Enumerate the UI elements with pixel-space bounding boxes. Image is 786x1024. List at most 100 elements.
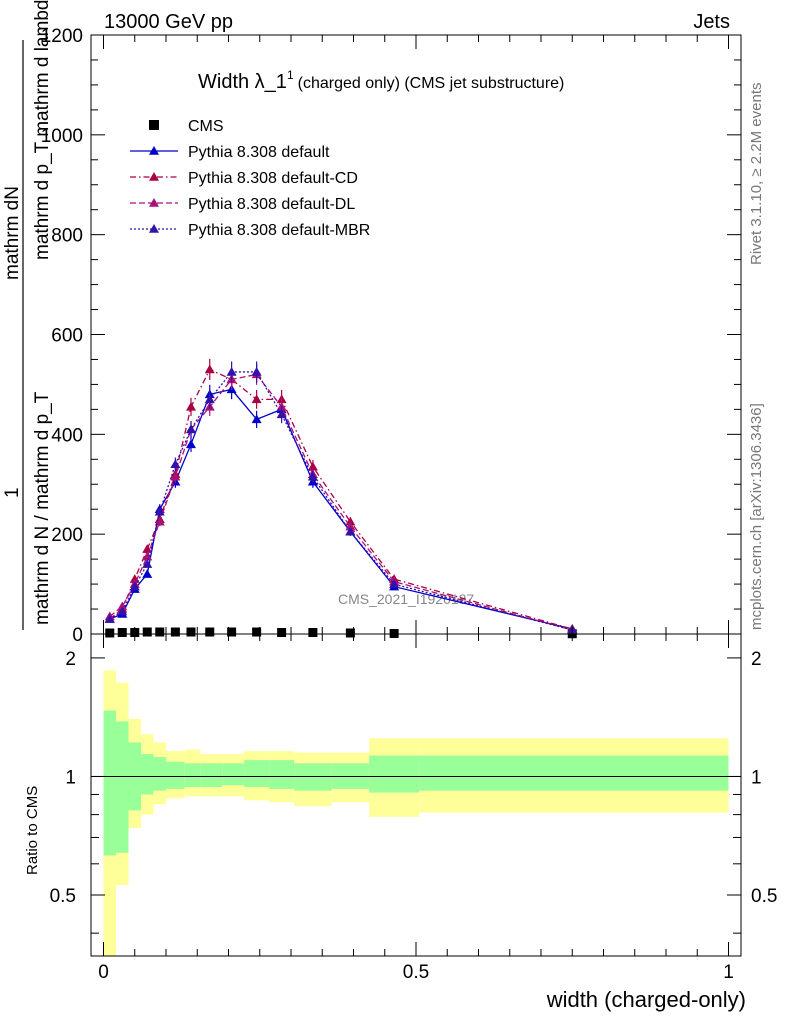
legend-entry: Pythia 8.308 default-DL	[130, 196, 355, 213]
legend-label: Pythia 8.308 default-CD	[188, 170, 358, 187]
energy-label: 13000 GeV pp	[104, 11, 233, 33]
process-label: Jets	[693, 11, 730, 33]
ratio-bands	[91, 670, 741, 956]
title-sup: 1	[287, 68, 294, 82]
series-point	[276, 409, 287, 419]
ylabel-top2: mathrm d p_T mathrm d lambda	[32, 0, 53, 260]
cms-point	[142, 627, 152, 637]
ratio-frame: 0.5 0.5 1 1 2 2 0 0.5 1	[50, 633, 777, 983]
series-point	[345, 526, 356, 536]
main-frame: 0 200 400 600 800 1000 1200	[41, 26, 742, 646]
cms-point	[186, 627, 196, 637]
series-4	[104, 361, 578, 634]
ratio-ytick-label-right: 2	[751, 649, 762, 670]
ylabel-bottom: mathrm d N / mathrm d p_T	[32, 391, 53, 625]
legend-marker	[149, 120, 159, 130]
cms-point	[155, 627, 165, 637]
series-point	[142, 569, 153, 578]
ratio-band-inner	[141, 754, 154, 795]
cms-point	[117, 628, 127, 638]
series-point	[117, 606, 128, 616]
legend-label: Pythia 8.308 default-DL	[188, 196, 355, 213]
legend-marker	[149, 224, 159, 233]
series-point	[154, 506, 165, 516]
series-point	[129, 574, 140, 583]
series-0	[105, 627, 577, 639]
series-point	[186, 424, 196, 434]
xtick-label: 1	[723, 962, 734, 983]
ratio-band-inner	[222, 763, 245, 786]
main-ytick-label: 800	[51, 226, 83, 247]
series-point	[251, 366, 262, 376]
series-point	[251, 414, 262, 424]
series-point	[129, 581, 140, 591]
main-ylabel: mathrm dN mathrm d p_T mathrm d lambda 1…	[2, 0, 53, 630]
main-ytick-label: 0	[72, 625, 83, 646]
main-ytick-label: 1200	[41, 26, 83, 47]
cms-point	[345, 628, 355, 638]
ratio-ytick-label: 0.5	[50, 886, 76, 907]
xtick-label: 0	[98, 962, 109, 983]
series-point	[142, 544, 153, 553]
series-point	[104, 614, 115, 623]
ratio-ytick-label: 2	[65, 649, 76, 670]
main-ytick-label: 200	[51, 525, 83, 546]
ratio-band-inner	[166, 761, 185, 789]
series-point	[170, 459, 181, 469]
series-point	[251, 394, 262, 404]
cms-point	[205, 627, 215, 637]
analysis-watermark: CMS_2021_I1920187	[338, 591, 474, 607]
ratio-band-inner	[419, 755, 729, 791]
main-ytick-label: 600	[51, 326, 83, 347]
legend: CMS Pythia 8.308 default Pythia 8.308 defa…	[130, 118, 370, 239]
ratio-ylabel: Ratio to CMS	[24, 786, 41, 875]
series-point	[142, 551, 153, 561]
main-title: Width λ_11 (charged only) (CMS jet substr…	[198, 68, 564, 93]
legend-marker	[149, 172, 159, 181]
legend-label: Pythia 8.308 default	[188, 144, 330, 161]
title-sub: (charged only) (CMS jet substructure)	[298, 75, 565, 92]
ylabel-one: 1	[2, 487, 23, 498]
legend-label: Pythia 8.308 default-MBR	[188, 222, 370, 239]
legend-entry: Pythia 8.308 default	[130, 144, 330, 161]
main-series	[104, 358, 578, 639]
ratio-band-inner	[103, 710, 116, 856]
title-main: Width λ_1	[198, 71, 287, 93]
ratio-band-inner	[153, 757, 166, 791]
legend-entry: Pythia 8.308 default-MBR	[130, 222, 370, 239]
cms-point	[227, 627, 237, 637]
ratio-band-inner	[200, 763, 223, 788]
series-point	[142, 559, 153, 568]
series-point	[307, 471, 318, 481]
ratio-band-inner	[184, 763, 201, 788]
ratio-ytick-label-right: 0.5	[751, 886, 777, 907]
ratio-band-inner	[244, 760, 270, 788]
ratio-band-inner	[294, 763, 332, 791]
xlabel: width (charged-only)	[546, 987, 746, 1012]
mcplots-label: mcplots.cern.ch [arXiv:1306.3436]	[748, 403, 765, 630]
series-point	[186, 439, 196, 449]
main-ytick-label: 400	[51, 425, 83, 446]
ylabel-top: mathrm dN	[2, 186, 23, 280]
legend-entry: Pythia 8.308 default-CD	[130, 170, 358, 187]
series-point	[389, 579, 400, 588]
cms-point	[252, 627, 262, 637]
legend-marker	[149, 146, 159, 155]
legend-entry: CMS	[149, 118, 224, 135]
ratio-band-inner	[116, 721, 129, 853]
main-ytick-label: 1000	[41, 126, 83, 147]
cms-point	[277, 628, 287, 638]
ratio-band-inner	[269, 760, 295, 789]
ratio-band-inner	[369, 755, 420, 793]
legend-label: CMS	[188, 118, 224, 135]
series-point	[345, 521, 356, 531]
series-point	[170, 471, 181, 481]
series-point	[204, 364, 215, 374]
ratio-ytick-label: 1	[65, 767, 76, 788]
series-point	[186, 401, 196, 411]
cms-point	[170, 627, 180, 637]
series-point	[154, 516, 165, 526]
rivet-label: Rivet 3.1.10, ≥ 2.2M events	[748, 83, 765, 266]
series-point	[117, 601, 128, 611]
